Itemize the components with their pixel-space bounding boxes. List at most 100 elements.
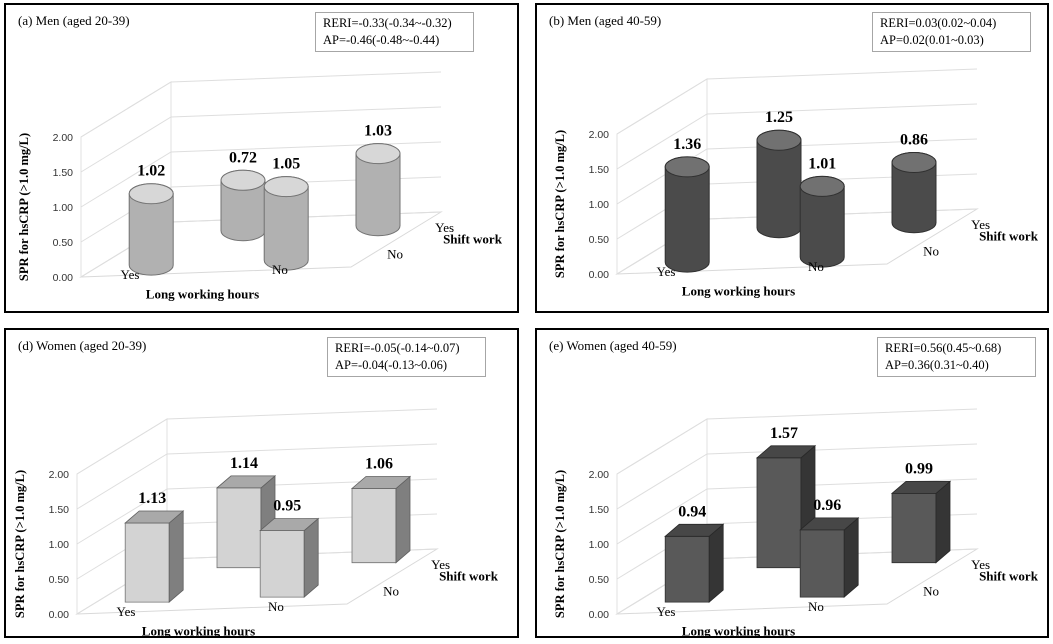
y-tick-label: 2.00 <box>589 469 610 481</box>
x-axis-label: Long working hours <box>142 624 255 637</box>
y-tick-label: 0.50 <box>589 574 610 586</box>
bar-front <box>351 488 397 564</box>
bar-front <box>756 457 802 569</box>
data-label: 1.03 <box>364 123 392 140</box>
y-tick-label: 1.50 <box>49 504 70 516</box>
bar-top <box>664 156 710 178</box>
z-axis-label: Shift work <box>439 568 499 583</box>
bar-top <box>891 152 937 173</box>
data-label: 1.14 <box>230 455 258 472</box>
y-axis-label: SPR for hsCRP (>1.0 mg/L) <box>17 133 31 281</box>
bar-front <box>124 522 170 603</box>
y-tick-label: 0.00 <box>53 272 74 284</box>
bar-side <box>395 475 411 564</box>
data-label: 1.02 <box>137 163 165 180</box>
y-tick-label: 0.00 <box>589 269 610 281</box>
bar-front <box>891 492 937 564</box>
x-category-label: Yes <box>657 264 676 279</box>
reri-stat: RERI=0.56(0.45~0.68) <box>885 341 1002 355</box>
chart-plot: 2.00 1.50 1.00 0.50 0.00 SPR for hsCRP (>1.0 … <box>553 408 1039 637</box>
data-label: 0.72 <box>229 149 257 166</box>
bar-side <box>168 510 184 603</box>
bar-top <box>263 176 309 198</box>
z-category-label: No <box>383 583 399 598</box>
data-label: 1.25 <box>765 109 793 126</box>
reri-stat: RERI=0.03(0.02~0.04) <box>880 16 997 30</box>
x-category-label: Yes <box>657 604 676 619</box>
gridline <box>616 478 978 545</box>
bar-top <box>799 517 860 531</box>
y-tick-label: 1.00 <box>53 202 74 214</box>
data-label: 1.13 <box>138 490 166 507</box>
y-tick-label: 0.00 <box>589 609 610 621</box>
gridline <box>80 176 442 243</box>
bar-top <box>755 445 817 459</box>
z-axis-label: Shift work <box>443 231 503 246</box>
z-category-label: No <box>387 246 403 261</box>
y-tick-label: 2.00 <box>49 469 70 481</box>
gridline <box>616 443 978 510</box>
chart-panel-b: 2.00 1.50 1.00 0.50 0.00 SPR for hsCRP (>1.0 … <box>535 3 1049 313</box>
bar-top <box>799 175 845 197</box>
bar-side <box>708 523 724 603</box>
chart-plot: 2.00 1.50 1.00 0.50 0.00 SPR for hsCRP (>1.0 … <box>553 68 1039 299</box>
bar-top <box>124 510 185 524</box>
gridline <box>80 141 442 208</box>
chart-panel-a: 2.00 1.50 1.00 0.50 0.00 SPR for hsCRP (>1.0 … <box>4 3 519 313</box>
bar-front <box>259 530 305 598</box>
gridline <box>76 478 438 545</box>
data-label: 0.86 <box>900 132 928 149</box>
data-label: 1.06 <box>365 456 393 473</box>
z-category-label: No <box>923 243 939 258</box>
x-category-label: No <box>808 599 824 614</box>
stats-box: RERI=0.56(0.45~0.68) AP=0.36(0.31~0.40) <box>877 337 1036 377</box>
x-axis-label: Long working hours <box>146 287 259 302</box>
data-label: 0.99 <box>905 460 933 477</box>
gridline <box>76 443 438 510</box>
y-tick-label: 2.00 <box>53 132 74 144</box>
x-axis-label: Long working hours <box>682 284 795 299</box>
panel-title: (e) Women (aged 40-59) <box>549 338 677 353</box>
x-category-label: No <box>808 259 824 274</box>
ap-stat: AP=0.36(0.31~0.40) <box>885 358 989 372</box>
data-label: 1.36 <box>673 136 701 153</box>
bar-top <box>355 143 401 165</box>
y-tick-label: 1.50 <box>589 504 610 516</box>
bar-top <box>756 129 802 151</box>
x-axis-label: Long working hours <box>682 624 795 637</box>
chart-body: 2.00 1.50 1.00 0.50 0.00 SPR for hsCRP (>1.0 … <box>553 408 1039 637</box>
reri-stat: RERI=-0.05(-0.14~0.07) <box>335 341 460 355</box>
y-tick-label: 1.50 <box>53 167 74 179</box>
z-category-label: Yes <box>431 557 450 572</box>
bar-top <box>215 475 277 489</box>
bar-top <box>220 169 266 191</box>
chart-body: 2.00 1.50 1.00 0.50 0.00 SPR for hsCRP (>1.0 … <box>17 71 503 302</box>
x-category-label: Yes <box>121 267 140 282</box>
ap-stat: AP=-0.04(-0.13~0.06) <box>335 358 448 372</box>
y-tick-label: 1.00 <box>589 539 610 551</box>
y-tick-label: 0.50 <box>49 574 70 586</box>
bar-side <box>303 517 319 598</box>
bar-side <box>935 480 951 564</box>
ap-stat: AP=0.02(0.01~0.03) <box>880 33 984 47</box>
panel-title: (a) Men (aged 20-39) <box>18 13 130 28</box>
panel-title: (b) Men (aged 40-59) <box>549 13 662 28</box>
ap-stat: AP=-0.46(-0.48~-0.44) <box>323 33 440 47</box>
panel-title: (d) Women (aged 20-39) <box>18 338 147 353</box>
y-tick-label: 0.50 <box>53 237 74 249</box>
chart-panel-e: 2.00 1.50 1.00 0.50 0.00 SPR for hsCRP (>1.0 … <box>535 328 1049 638</box>
x-category-label: No <box>268 599 284 614</box>
bar-top <box>128 183 174 205</box>
z-category-label: Yes <box>971 557 990 572</box>
chart-body: 2.00 1.50 1.00 0.50 0.00 SPR for hsCRP (>1.0 … <box>13 408 499 637</box>
bar-front <box>216 487 262 569</box>
chart-body: 2.00 1.50 1.00 0.50 0.00 SPR for hsCRP (>1.0 … <box>553 68 1039 299</box>
data-label: 0.95 <box>273 498 301 515</box>
bar-front <box>664 535 710 603</box>
data-label: 1.05 <box>272 156 300 173</box>
y-tick-label: 0.50 <box>589 234 610 246</box>
x-category-label: Yes <box>117 604 136 619</box>
chart-panel-d: 2.00 1.50 1.00 0.50 0.00 SPR for hsCRP (>1.0 … <box>4 328 519 638</box>
y-tick-label: 1.00 <box>49 539 70 551</box>
y-tick-label: 1.50 <box>589 164 610 176</box>
